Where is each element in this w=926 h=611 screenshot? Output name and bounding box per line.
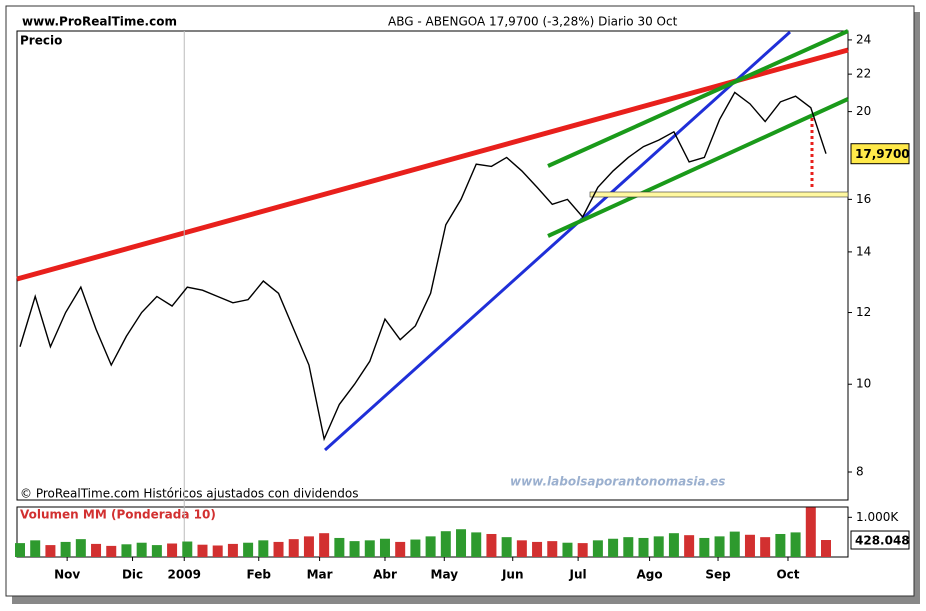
volume-bar xyxy=(653,536,664,557)
volume-bar xyxy=(15,543,25,557)
volume-bar xyxy=(516,540,527,557)
volume-bar xyxy=(471,532,482,557)
site: www.ProRealTime.com xyxy=(22,15,177,29)
volume-bar xyxy=(243,542,254,557)
volume-bar xyxy=(364,540,375,557)
volume-bar xyxy=(410,539,421,557)
volume-bar xyxy=(486,533,497,557)
volume-bar xyxy=(212,545,223,557)
y-tick-label: 1.000K xyxy=(856,510,899,524)
volume-bar xyxy=(106,545,117,557)
volume-bar xyxy=(699,537,710,557)
volume-bar xyxy=(258,540,269,557)
volume-bar xyxy=(303,536,314,557)
volume-bar xyxy=(395,541,406,557)
volume-bar xyxy=(91,543,102,557)
volume-bar xyxy=(45,545,56,557)
volume-bar xyxy=(547,541,558,557)
volume-bar xyxy=(790,532,801,557)
volume-bar xyxy=(227,543,238,557)
volume-bar xyxy=(319,533,330,557)
y-tick-label: 24 xyxy=(856,32,871,46)
y-tick-label: 8 xyxy=(856,464,864,478)
volume-bar xyxy=(714,536,725,557)
volume-bar xyxy=(608,538,619,557)
channel-line xyxy=(547,29,849,168)
volume-bar xyxy=(425,536,436,557)
volume-bar xyxy=(440,531,451,557)
x-tick-label: Sep xyxy=(705,568,731,582)
x-tick-label: Nov xyxy=(54,568,80,582)
volume-bar xyxy=(638,537,649,557)
volume-bar xyxy=(75,539,86,557)
volume-bar xyxy=(744,534,755,557)
volume-bar xyxy=(577,543,588,557)
y-tick-label: 22 xyxy=(856,67,871,81)
volume-bar xyxy=(334,537,345,557)
volume-bar xyxy=(288,539,299,557)
last-price-label: 17,9700 xyxy=(855,147,910,161)
volume-bar xyxy=(121,544,132,557)
trend-line xyxy=(323,30,792,452)
watermark: www.labolsaporantonomasia.es xyxy=(510,475,725,489)
x-tick-label: Feb xyxy=(247,568,272,582)
x-tick-label: Mar xyxy=(307,568,333,582)
volume-bar xyxy=(729,531,740,557)
y-tick-label: 14 xyxy=(856,244,871,258)
x-tick-label: Abr xyxy=(373,568,397,582)
volume-bar xyxy=(182,541,193,557)
x-tick-label: Jul xyxy=(569,568,587,582)
source: © ProRealTime.com Históricos ajustados c… xyxy=(20,487,358,501)
volume-bar xyxy=(456,529,467,557)
x-tick-label: May xyxy=(431,568,459,582)
volume-bar xyxy=(532,541,543,557)
volume-bar xyxy=(349,541,360,557)
y-tick-label: 10 xyxy=(856,377,871,391)
volume-bar xyxy=(760,537,771,557)
volume-bar xyxy=(623,537,634,557)
y-tick-label: 16 xyxy=(856,192,871,206)
volume-bar xyxy=(562,542,573,557)
price-panel xyxy=(16,30,849,501)
y-tick-label: 12 xyxy=(856,305,871,319)
volume-bar xyxy=(30,540,41,557)
x-tick-label: 2009 xyxy=(168,568,201,582)
volume-bar xyxy=(151,545,162,557)
volume-bar xyxy=(501,537,512,557)
x-tick-label: Ago xyxy=(637,568,663,582)
trend-line xyxy=(16,47,849,282)
price-line xyxy=(19,91,827,442)
last-price-box xyxy=(850,143,910,165)
volume-bar xyxy=(136,542,147,557)
panel-label: Precio xyxy=(20,34,62,48)
x-tick-label: Dic xyxy=(122,568,143,582)
last-volume-label: 428.048 xyxy=(855,534,910,548)
support-band xyxy=(589,191,849,198)
volume-bar xyxy=(592,540,603,557)
x-tick-label: Oct xyxy=(776,568,799,582)
x-tick-label: Jun xyxy=(501,568,524,582)
volume-bar xyxy=(821,540,831,557)
volume-bar xyxy=(167,543,178,557)
y-tick-label: 20 xyxy=(856,104,871,118)
chart-title: ABG - ABENGOA 17,9700 (-3,28%) Diario 30… xyxy=(388,15,678,29)
volume-title: Volumen MM (Ponderada 10) xyxy=(20,508,216,522)
volume-bar xyxy=(197,544,208,557)
volume-bar xyxy=(805,507,816,557)
volume-bar xyxy=(273,541,284,557)
volume-bar xyxy=(379,538,390,557)
volume-bar xyxy=(775,533,786,557)
channel-line xyxy=(547,97,849,238)
volume-bar xyxy=(60,541,71,557)
last-volume-box xyxy=(850,530,910,550)
volume-bar xyxy=(668,533,679,557)
volume-bar xyxy=(684,535,695,557)
